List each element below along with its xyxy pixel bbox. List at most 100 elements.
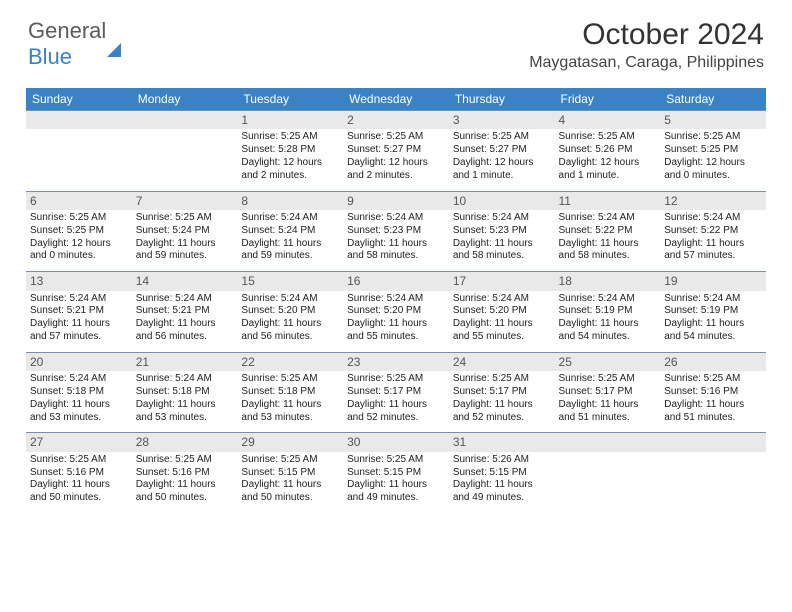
day-body: Sunrise: 5:24 AMSunset: 5:24 PMDaylight:… <box>237 210 343 271</box>
day-body-cell: Sunrise: 5:24 AMSunset: 5:22 PMDaylight:… <box>660 210 766 272</box>
daylight-line: Daylight: 11 hours and 49 minutes. <box>453 479 533 503</box>
day-number: 6 <box>26 192 132 210</box>
daylight-line: Daylight: 11 hours and 54 minutes. <box>559 318 639 342</box>
sunrise-line: Sunrise: 5:24 AM <box>30 373 106 384</box>
sunset-line: Sunset: 5:18 PM <box>30 386 104 397</box>
day-number-cell: 12 <box>660 191 766 210</box>
sunrise-line: Sunrise: 5:25 AM <box>664 373 740 384</box>
header: General Blue October 2024 Maygatasan, Ca… <box>0 0 792 78</box>
day-number: 24 <box>449 353 555 371</box>
day-header: Wednesday <box>343 88 449 111</box>
day-header: Sunday <box>26 88 132 111</box>
day-body-cell: Sunrise: 5:24 AMSunset: 5:24 PMDaylight:… <box>237 210 343 272</box>
sunset-line: Sunset: 5:19 PM <box>559 305 633 316</box>
sunset-line: Sunset: 5:17 PM <box>559 386 633 397</box>
day-body-cell: Sunrise: 5:24 AMSunset: 5:20 PMDaylight:… <box>449 291 555 353</box>
day-body-cell: Sunrise: 5:24 AMSunset: 5:19 PM Daylight:… <box>660 291 766 353</box>
daylight-line: Daylight: 11 hours and 55 minutes. <box>347 318 427 342</box>
day-body: Sunrise: 5:24 AMSunset: 5:23 PMDaylight:… <box>449 210 555 271</box>
sunset-line: Sunset: 5:18 PM <box>136 386 210 397</box>
sunset-line: Sunset: 5:19 PM <box>664 305 738 316</box>
day-body: Sunrise: 5:25 AMSunset: 5:15 PMDaylight:… <box>343 452 449 513</box>
day-number-cell: 26 <box>660 352 766 371</box>
day-body <box>132 133 238 187</box>
day-number-cell: 21 <box>132 352 238 371</box>
day-number-cell: 15 <box>237 272 343 291</box>
day-number: 25 <box>555 353 661 371</box>
sunrise-line: Sunrise: 5:24 AM <box>453 212 529 223</box>
week-number-row: 2728293031 <box>26 433 766 452</box>
logo-word1: General <box>28 18 106 43</box>
sunrise-line: Sunrise: 5:25 AM <box>30 454 106 465</box>
daylight-line: Daylight: 11 hours and 49 minutes. <box>347 479 427 503</box>
day-body: Sunrise: 5:25 AMSunset: 5:26 PMDaylight:… <box>555 129 661 190</box>
daylight-line: Daylight: 11 hours and 56 minutes. <box>136 318 216 342</box>
daylight-line: Daylight: 12 hours and 0 minutes. <box>30 238 111 262</box>
sunrise-line: Sunrise: 5:24 AM <box>347 293 423 304</box>
day-number-cell: 28 <box>132 433 238 452</box>
day-number: 21 <box>132 353 238 371</box>
sunset-line: Sunset: 5:23 PM <box>453 225 527 236</box>
day-body-cell: Sunrise: 5:25 AMSunset: 5:27 PMDaylight:… <box>343 129 449 191</box>
sunrise-line: Sunrise: 5:24 AM <box>241 293 317 304</box>
day-number: 15 <box>237 272 343 290</box>
sunset-line: Sunset: 5:24 PM <box>241 225 315 236</box>
day-number-cell: 16 <box>343 272 449 291</box>
daylight-line: Daylight: 11 hours and 50 minutes. <box>30 479 110 503</box>
day-number: 17 <box>449 272 555 290</box>
sunrise-line: Sunrise: 5:24 AM <box>136 293 212 304</box>
daylight-line: Daylight: 11 hours and 50 minutes. <box>136 479 216 503</box>
day-body <box>26 133 132 187</box>
day-number: 18 <box>555 272 661 290</box>
sunrise-line: Sunrise: 5:25 AM <box>136 454 212 465</box>
day-body-cell: Sunrise: 5:26 AMSunset: 5:15 PMDaylight:… <box>449 452 555 513</box>
day-number-cell: 27 <box>26 433 132 452</box>
sunset-line: Sunset: 5:20 PM <box>453 305 527 316</box>
day-number-cell: 30 <box>343 433 449 452</box>
day-number-cell: 17 <box>449 272 555 291</box>
daylight-line: Daylight: 12 hours and 0 minutes. <box>664 157 745 181</box>
daylight-line: Daylight: 12 hours and 1 minute. <box>453 157 534 181</box>
daylight-line: Daylight: 11 hours and 54 minutes. <box>664 318 744 342</box>
logo-text: General Blue <box>28 18 121 70</box>
daylight-line: Daylight: 11 hours and 58 minutes. <box>347 238 427 262</box>
sunset-line: Sunset: 5:27 PM <box>453 144 527 155</box>
day-body: Sunrise: 5:25 AMSunset: 5:16 PMDaylight:… <box>660 371 766 432</box>
day-body-cell <box>555 452 661 513</box>
day-number-cell: 20 <box>26 352 132 371</box>
sunset-line: Sunset: 5:15 PM <box>347 467 421 478</box>
daylight-line: Daylight: 11 hours and 56 minutes. <box>241 318 321 342</box>
sunrise-line: Sunrise: 5:25 AM <box>559 131 635 142</box>
day-number-cell: 29 <box>237 433 343 452</box>
sunrise-line: Sunrise: 5:25 AM <box>136 212 212 223</box>
sunset-line: Sunset: 5:21 PM <box>136 305 210 316</box>
day-body-cell: Sunrise: 5:24 AMSunset: 5:22 PMDaylight:… <box>555 210 661 272</box>
sunrise-line: Sunrise: 5:25 AM <box>664 131 740 142</box>
day-number-cell: 4 <box>555 111 661 130</box>
day-body: Sunrise: 5:24 AMSunset: 5:19 PM Daylight:… <box>660 291 766 352</box>
day-body-cell: Sunrise: 5:24 AMSunset: 5:19 PMDaylight:… <box>555 291 661 353</box>
sunset-line: Sunset: 5:24 PM <box>136 225 210 236</box>
sunset-line: Sunset: 5:20 PM <box>347 305 421 316</box>
day-number: 12 <box>660 192 766 210</box>
day-body-cell: Sunrise: 5:25 AMSunset: 5:16 PMDaylight:… <box>26 452 132 513</box>
day-body: Sunrise: 5:24 AMSunset: 5:21 PMDaylight:… <box>26 291 132 352</box>
daylight-line: Daylight: 12 hours and 1 minute. <box>559 157 640 181</box>
sunrise-line: Sunrise: 5:24 AM <box>241 212 317 223</box>
week-body-row: Sunrise: 5:25 AMSunset: 5:25 PMDaylight:… <box>26 210 766 272</box>
day-body-cell: Sunrise: 5:25 AMSunset: 5:15 PMDaylight:… <box>343 452 449 513</box>
day-number: 14 <box>132 272 238 290</box>
day-body-cell: Sunrise: 5:24 AMSunset: 5:21 PM Daylight:… <box>132 291 238 353</box>
day-body: Sunrise: 5:25 AM Sunset: 5:24 PM Daylight:… <box>132 210 238 271</box>
daylight-line: Daylight: 11 hours and 59 minutes. <box>136 238 216 262</box>
day-number: 16 <box>343 272 449 290</box>
day-number-cell: 24 <box>449 352 555 371</box>
daylight-line: Daylight: 12 hours and 2 minutes. <box>241 157 322 181</box>
day-number: 4 <box>555 111 661 129</box>
sunrise-line: Sunrise: 5:24 AM <box>664 212 740 223</box>
day-number-cell: 9 <box>343 191 449 210</box>
sunrise-line: Sunrise: 5:24 AM <box>664 293 740 304</box>
day-body-cell: Sunrise: 5:24 AMSunset: 5:21 PMDaylight:… <box>26 291 132 353</box>
day-body: Sunrise: 5:24 AMSunset: 5:18 PMDaylight:… <box>132 371 238 432</box>
day-body: Sunrise: 5:24 AMSunset: 5:22 PMDaylight:… <box>660 210 766 271</box>
